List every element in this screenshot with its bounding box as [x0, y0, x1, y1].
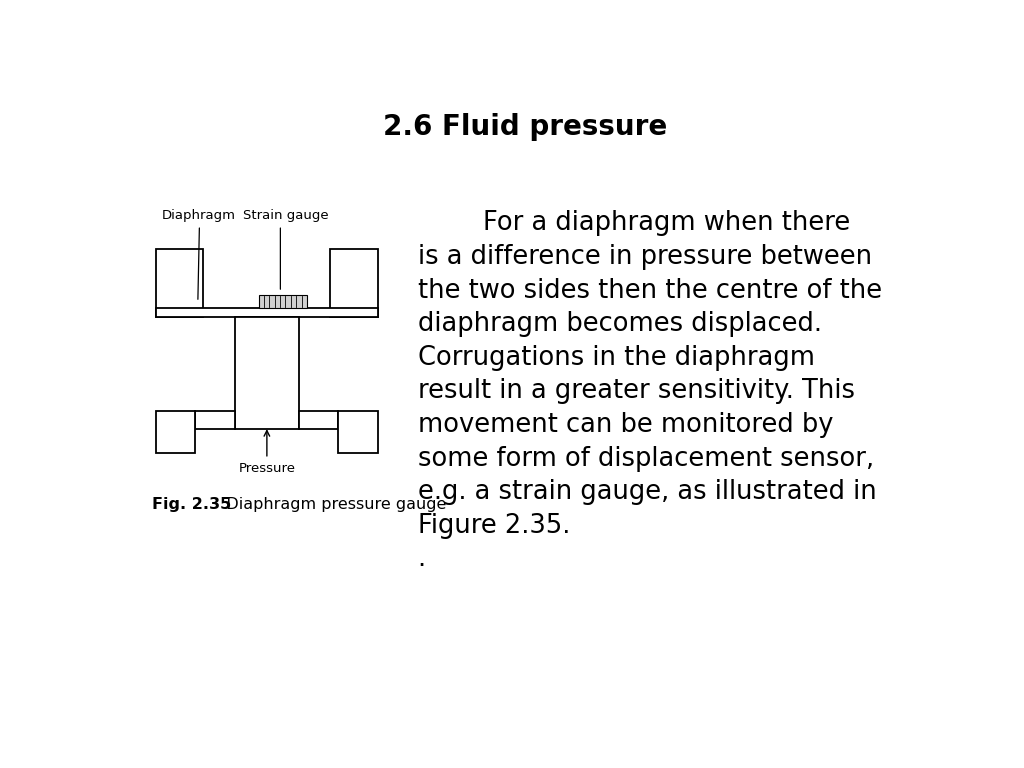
Text: Strain gauge: Strain gauge — [243, 209, 329, 222]
Bar — [156, 308, 378, 317]
Bar — [156, 249, 204, 317]
Bar — [338, 412, 378, 453]
Bar — [331, 249, 378, 317]
Text: Fig. 2.35: Fig. 2.35 — [152, 497, 231, 512]
Text: 2.6 Fluid pressure: 2.6 Fluid pressure — [383, 113, 667, 141]
Text: Diaphragm: Diaphragm — [162, 209, 237, 222]
Text: Diaphragm pressure gauge: Diaphragm pressure gauge — [211, 497, 446, 512]
Bar — [156, 412, 196, 453]
Bar — [299, 412, 338, 429]
Bar — [236, 317, 299, 429]
Bar — [196, 412, 236, 429]
Text: Pressure: Pressure — [239, 462, 295, 475]
Text: For a diaphragm when there
is a difference in pressure between
the two sides the: For a diaphragm when there is a differen… — [418, 210, 882, 572]
Bar — [259, 295, 306, 308]
